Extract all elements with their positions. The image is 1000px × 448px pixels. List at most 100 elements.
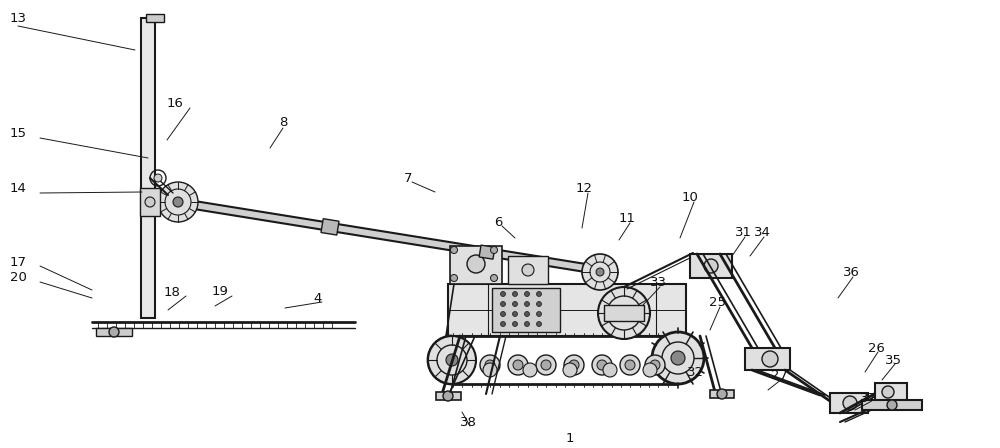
Circle shape <box>650 360 660 370</box>
Circle shape <box>603 363 617 377</box>
Text: 37: 37 <box>860 392 876 405</box>
Circle shape <box>501 302 506 306</box>
Circle shape <box>536 311 542 316</box>
Circle shape <box>173 197 183 207</box>
Circle shape <box>154 174 162 182</box>
Circle shape <box>501 311 506 316</box>
Circle shape <box>508 355 528 375</box>
Text: 10: 10 <box>682 190 698 203</box>
Text: 33: 33 <box>650 276 666 289</box>
Bar <box>450 246 502 284</box>
Circle shape <box>596 268 604 276</box>
Circle shape <box>762 351 778 367</box>
Circle shape <box>843 396 857 410</box>
Circle shape <box>597 360 607 370</box>
Text: 25: 25 <box>710 296 726 309</box>
Bar <box>492 288 560 332</box>
Bar <box>745 348 790 370</box>
Circle shape <box>428 336 476 384</box>
Text: 17: 17 <box>10 255 26 268</box>
Circle shape <box>450 246 458 254</box>
Circle shape <box>467 255 485 273</box>
Text: 31: 31 <box>734 225 752 238</box>
Circle shape <box>569 360 579 370</box>
Text: 18: 18 <box>164 285 180 298</box>
Bar <box>875 383 907 401</box>
Bar <box>141 18 155 318</box>
Text: 4: 4 <box>314 292 322 305</box>
Text: 38: 38 <box>460 415 476 428</box>
Circle shape <box>625 360 635 370</box>
Bar <box>436 392 461 400</box>
Text: 32: 32 <box>686 366 704 379</box>
Text: 8: 8 <box>279 116 287 129</box>
Circle shape <box>512 322 518 327</box>
Text: 20: 20 <box>10 271 26 284</box>
Text: 7: 7 <box>404 172 412 185</box>
Text: 1: 1 <box>566 431 574 444</box>
Text: 26: 26 <box>868 341 884 354</box>
Bar <box>830 393 868 413</box>
Circle shape <box>158 182 198 222</box>
Circle shape <box>582 254 618 290</box>
Bar <box>710 390 734 398</box>
Circle shape <box>523 363 537 377</box>
Bar <box>140 188 160 216</box>
Circle shape <box>882 386 894 398</box>
Circle shape <box>446 354 458 366</box>
Text: 27: 27 <box>772 369 788 382</box>
Text: 14: 14 <box>10 181 26 194</box>
Circle shape <box>109 327 119 337</box>
Circle shape <box>592 355 612 375</box>
Text: 6: 6 <box>494 215 502 228</box>
Circle shape <box>145 197 155 207</box>
Circle shape <box>563 363 577 377</box>
Circle shape <box>501 322 506 327</box>
Polygon shape <box>162 196 599 274</box>
Circle shape <box>501 292 506 297</box>
Text: 35: 35 <box>885 353 902 366</box>
Circle shape <box>522 264 534 276</box>
Circle shape <box>643 363 657 377</box>
Text: 34: 34 <box>754 225 770 238</box>
Bar <box>96 328 132 336</box>
Text: 15: 15 <box>10 126 26 139</box>
Circle shape <box>524 292 530 297</box>
Text: 16: 16 <box>167 96 183 109</box>
Circle shape <box>512 292 518 297</box>
Circle shape <box>480 355 500 375</box>
Text: 13: 13 <box>10 12 26 25</box>
Circle shape <box>536 322 542 327</box>
Text: 19: 19 <box>212 284 228 297</box>
Text: 12: 12 <box>576 181 592 194</box>
Bar <box>604 305 644 321</box>
Text: 36: 36 <box>843 266 859 279</box>
Circle shape <box>717 389 727 399</box>
Polygon shape <box>479 245 495 259</box>
Circle shape <box>704 259 718 273</box>
Bar <box>508 256 548 284</box>
Circle shape <box>564 355 584 375</box>
Circle shape <box>450 275 458 281</box>
Circle shape <box>483 363 497 377</box>
Text: 11: 11 <box>618 211 636 224</box>
Bar <box>146 14 164 22</box>
Circle shape <box>512 302 518 306</box>
Circle shape <box>524 302 530 306</box>
Circle shape <box>652 332 704 384</box>
Circle shape <box>598 287 650 339</box>
Circle shape <box>536 302 542 306</box>
Circle shape <box>512 311 518 316</box>
Circle shape <box>485 360 495 370</box>
Circle shape <box>887 400 897 410</box>
Circle shape <box>620 355 640 375</box>
Circle shape <box>490 246 498 254</box>
Circle shape <box>490 275 498 281</box>
Circle shape <box>513 360 523 370</box>
Circle shape <box>671 351 685 365</box>
Bar <box>448 284 686 336</box>
Circle shape <box>536 292 542 297</box>
Circle shape <box>645 355 665 375</box>
Bar <box>690 254 732 278</box>
Circle shape <box>536 355 556 375</box>
